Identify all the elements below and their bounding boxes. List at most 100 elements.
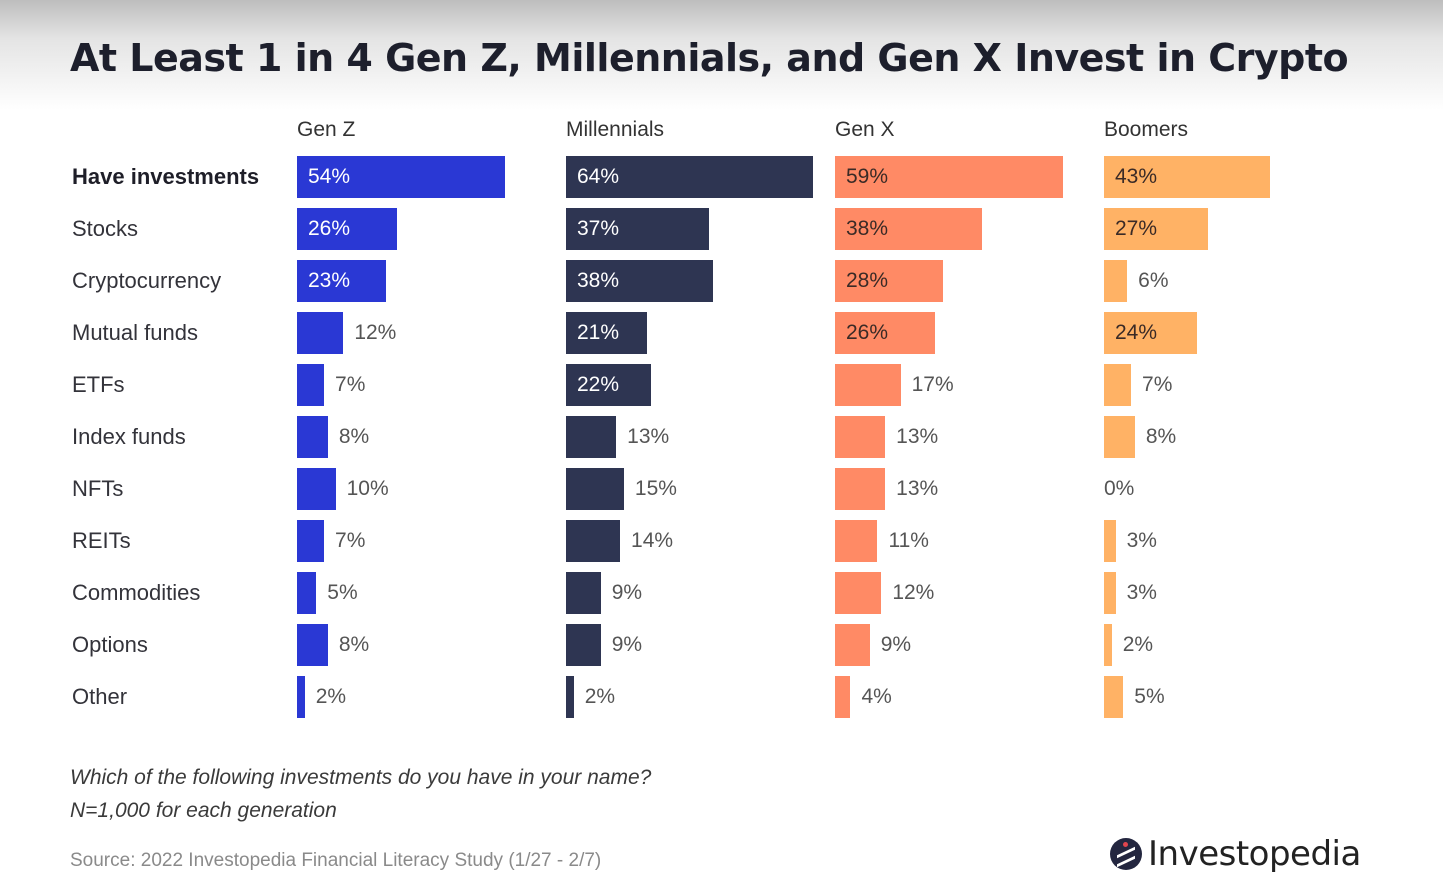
value-label-gen-x-stocks: 38% [846, 217, 889, 240]
value-label-gen-z-index-funds: 8% [338, 425, 370, 448]
value-label-gen-x-mutual-funds: 26% [846, 321, 889, 344]
value-label-boomers-other: 5% [1134, 685, 1165, 708]
brand-name: Investopedia [1148, 834, 1361, 874]
bar-gen-x-stocks [835, 208, 982, 250]
bar-gen-z-etfs [297, 364, 325, 406]
value-label-gen-z-reits: 7% [335, 529, 366, 552]
value-label-boomers-commodities: 3% [1126, 581, 1157, 604]
category-label-cryptocurrency: Cryptocurrency [72, 268, 222, 293]
bar-boomers-stocks [1104, 208, 1209, 250]
value-label-boomers-cryptocurrency: 6% [1138, 269, 1169, 292]
chart-title: At Least 1 in 4 Gen Z, Millennials, and … [70, 36, 1349, 80]
value-label-gen-z-commodities: 5% [327, 581, 358, 604]
value-label-gen-x-options: 9% [880, 633, 912, 656]
bar-boomers-commodities [1104, 572, 1116, 614]
value-label-gen-z-mutual-funds: 12% [354, 321, 397, 344]
value-label-gen-x-index-funds: 13% [896, 425, 939, 448]
value-label-gen-x-reits: 11% [888, 529, 929, 552]
bar-gen-x-etfs [835, 364, 901, 406]
category-label-nfts: NFTs [72, 476, 124, 501]
series-header-gen-x: Gen X [835, 118, 895, 141]
bar-gen-z-commodities [297, 572, 317, 614]
value-label-millennials-have-investments: 64% [577, 165, 620, 188]
bar-gen-z-nfts [297, 468, 336, 510]
bar-millennials-nfts [566, 468, 624, 510]
bar-gen-z-have-investments [297, 156, 506, 198]
value-label-gen-x-commodities: 12% [892, 581, 935, 604]
sample-size-note: N=1,000 for each generation [70, 799, 337, 822]
value-label-boomers-options: 2% [1122, 633, 1154, 656]
value-label-millennials-mutual-funds: 21% [577, 321, 620, 344]
bar-gen-x-nfts [835, 468, 886, 510]
bar-millennials-options [566, 624, 601, 666]
bar-boomers-have-investments [1104, 156, 1270, 198]
category-label-stocks: Stocks [72, 216, 139, 241]
value-label-boomers-stocks: 27% [1115, 217, 1158, 240]
value-label-gen-x-nfts: 13% [896, 477, 939, 500]
value-label-gen-x-etfs: 17% [911, 373, 954, 396]
survey-question: Which of the following investments do yo… [70, 766, 652, 789]
category-label-etfs: ETFs [72, 372, 125, 397]
value-label-millennials-reits: 14% [631, 529, 674, 552]
category-label-commodities: Commodities [72, 580, 201, 605]
value-label-millennials-index-funds: 13% [627, 425, 670, 448]
bar-boomers-etfs [1104, 364, 1132, 406]
value-label-gen-x-have-investments: 59% [846, 165, 889, 188]
bar-millennials-commodities [566, 572, 601, 614]
category-label-have-investments: Have investments [72, 164, 260, 189]
series-header-boomers: Boomers [1104, 118, 1189, 141]
bar-gen-x-cryptocurrency [835, 260, 944, 302]
value-label-gen-z-options: 8% [338, 633, 370, 656]
value-label-millennials-stocks: 37% [577, 217, 620, 240]
bar-millennials-stocks [566, 208, 709, 250]
value-label-boomers-index-funds: 8% [1145, 425, 1177, 448]
series-header-gen-z: Gen Z [297, 118, 356, 141]
bar-gen-z-index-funds [297, 416, 328, 458]
value-label-gen-z-stocks: 26% [308, 217, 351, 240]
bar-gen-x-other [835, 676, 851, 718]
value-label-gen-z-other: 2% [315, 685, 347, 708]
bar-gen-z-options [297, 624, 328, 666]
value-label-boomers-reits: 3% [1126, 529, 1157, 552]
value-label-gen-z-nfts: 10% [346, 477, 389, 500]
bar-gen-z-other [297, 676, 305, 718]
header-background [0, 0, 1443, 110]
value-label-millennials-commodities: 9% [611, 581, 643, 604]
bar-millennials-mutual-funds [566, 312, 648, 354]
value-label-millennials-other: 2% [584, 685, 616, 708]
series-header-millennials: Millennials [566, 118, 665, 141]
bar-millennials-cryptocurrency [566, 260, 713, 302]
category-label-other: Other [72, 684, 128, 709]
category-label-options: Options [72, 632, 148, 657]
value-label-boomers-have-investments: 43% [1115, 165, 1158, 188]
category-label-reits: REITs [72, 528, 131, 553]
investopedia-logo: Investopedia [1110, 834, 1361, 874]
bar-gen-x-commodities [835, 572, 882, 614]
bar-millennials-etfs [566, 364, 651, 406]
bar-millennials-index-funds [566, 416, 617, 458]
bar-millennials-other [566, 676, 574, 718]
value-label-millennials-nfts: 15% [634, 477, 677, 500]
value-label-boomers-etfs: 7% [1142, 373, 1173, 396]
bar-gen-x-have-investments [835, 156, 1063, 198]
bar-gen-x-options [835, 624, 870, 666]
bar-gen-x-reits [835, 520, 878, 562]
value-label-millennials-cryptocurrency: 38% [577, 269, 620, 292]
value-label-millennials-etfs: 22% [577, 373, 620, 396]
bar-gen-z-reits [297, 520, 325, 562]
bar-millennials-have-investments [566, 156, 814, 198]
bar-gen-z-stocks [297, 208, 398, 250]
value-label-boomers-nfts: 0% [1104, 477, 1135, 500]
value-label-gen-x-cryptocurrency: 28% [846, 269, 889, 292]
bar-boomers-reits [1104, 520, 1116, 562]
investopedia-logo-icon [1110, 838, 1142, 870]
bar-boomers-index-funds [1104, 416, 1135, 458]
value-label-boomers-mutual-funds: 24% [1115, 321, 1158, 344]
bar-millennials-reits [566, 520, 621, 562]
category-label-mutual-funds: Mutual funds [72, 320, 198, 345]
source-note: Source: 2022 Investopedia Financial Lite… [70, 850, 602, 871]
category-label-index-funds: Index funds [72, 424, 186, 449]
bar-boomers-options [1104, 624, 1112, 666]
bar-gen-x-index-funds [835, 416, 886, 458]
bar-gen-z-mutual-funds [297, 312, 344, 354]
